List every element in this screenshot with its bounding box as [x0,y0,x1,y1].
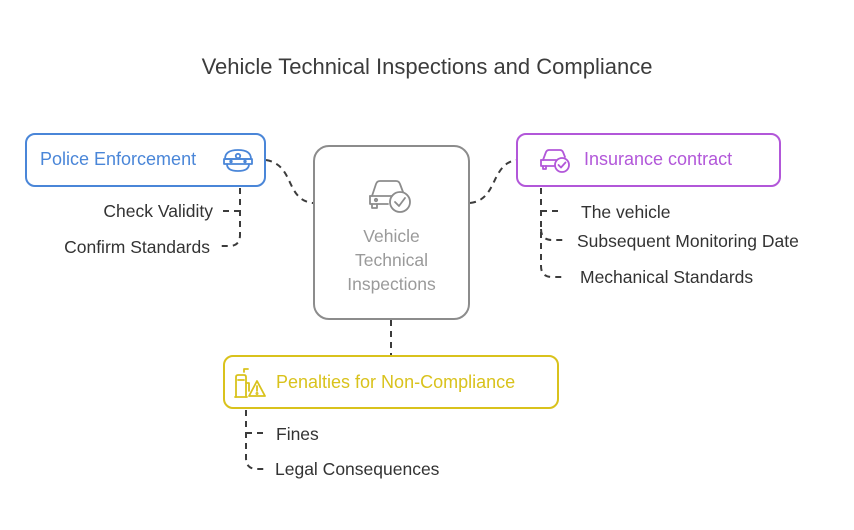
insurance-item: Subsequent Monitoring Date [577,231,799,251]
insurance-item: Mechanical Standards [580,267,754,287]
police-item: Check Validity [103,201,213,221]
police-enforcement-label: Police Enforcement [40,149,197,169]
center-label-line: Technical [355,250,428,270]
insurance-contract-label: Insurance contract [584,149,733,169]
penalties-item: Legal Consequences [275,459,440,479]
insurance-item: The vehicle [581,202,671,222]
police-enforcement-node [25,133,266,187]
center-node [313,145,470,320]
police-item: Confirm Standards [64,237,210,257]
penalties-label: Penalties for Non-Compliance [276,372,516,392]
connector-police-center [265,159,314,204]
connector-insurance-item-2 [540,228,566,241]
insurance-contract-node [516,133,781,187]
connector-insurance-items [540,188,566,278]
connector-police-items [220,188,241,247]
penalties-item: Fines [276,424,319,444]
center-label-line: Vehicle [363,226,420,246]
connector-penalties-items [245,410,266,470]
penalties-node [223,355,559,409]
police-cap-icon [223,149,253,172]
car-check-icon [369,180,411,213]
car-check-icon [540,149,570,173]
fuel-warning-icon [234,368,266,398]
connector-center-insurance [469,159,517,204]
center-label: Vehicle Technical Inspections [313,224,470,296]
diagram-title: Vehicle Technical Inspections and Compli… [201,54,653,79]
center-label-line: Inspections [347,274,436,294]
